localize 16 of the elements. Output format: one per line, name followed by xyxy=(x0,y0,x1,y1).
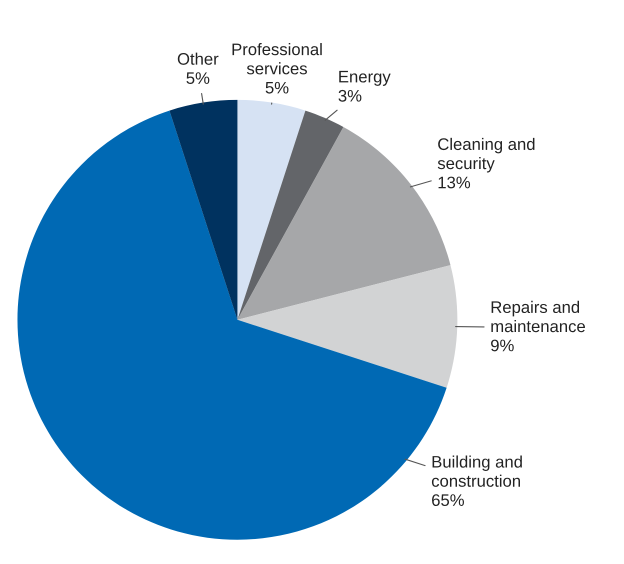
data-label: 65% xyxy=(432,494,464,506)
slice-label: Cleaning and security xyxy=(438,138,534,173)
slice-label: Energy xyxy=(339,70,391,86)
data-label: 5% xyxy=(186,72,210,84)
slice-label: Building and construction xyxy=(432,455,522,487)
slice-label: Repairs and maintenance xyxy=(491,300,585,332)
data-label: 9% xyxy=(491,340,514,352)
pie-slice xyxy=(169,100,238,320)
pie-slice xyxy=(237,100,306,320)
data-label: 13% xyxy=(438,176,470,188)
pie-slice xyxy=(237,110,344,320)
data-label: 3% xyxy=(338,90,362,102)
pie-slice xyxy=(237,265,458,388)
slice-label: Other xyxy=(178,52,218,65)
data-label: 5% xyxy=(266,82,288,94)
slice-label: Professional services xyxy=(232,43,322,74)
